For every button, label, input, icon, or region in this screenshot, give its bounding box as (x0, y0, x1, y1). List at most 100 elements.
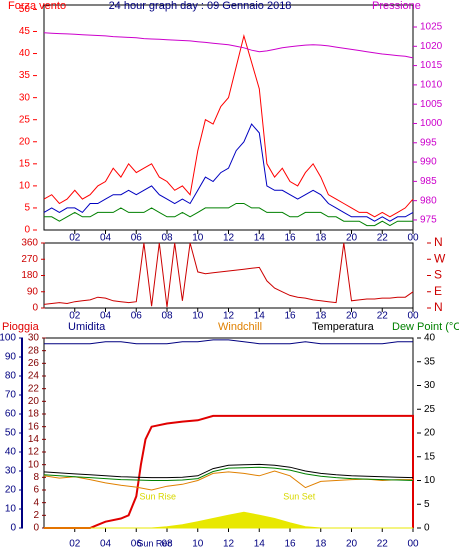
y-tick-label: 70 (5, 390, 17, 401)
y-tick-label: 180 (21, 270, 38, 281)
x-tick-label: 00 (407, 233, 419, 244)
x-tick-label: 08 (161, 311, 173, 322)
y3-tick-label: 14 (28, 434, 40, 445)
y2-tick-label: 20 (424, 428, 436, 439)
x-tick-label: 08 (161, 539, 173, 550)
series-line (43, 32, 414, 59)
series-line (43, 33, 414, 218)
y2-tick-label: W (434, 251, 446, 265)
y2-tick-label: 1020 (420, 41, 443, 52)
y-tick-label: 40 (19, 48, 31, 59)
y-tick-label: 35 (19, 70, 31, 81)
series-line (43, 123, 414, 222)
y-tick-label: 20 (19, 136, 31, 147)
y-tick-label: 90 (27, 286, 39, 297)
series-line (43, 466, 414, 481)
y-tick-label: 60 (5, 409, 17, 420)
y2-tick-label: 985 (420, 176, 437, 187)
x-tick-label: 16 (284, 311, 296, 322)
x-tick-label: 22 (377, 233, 389, 244)
x-tick-label: 02 (69, 311, 81, 322)
x-tick-label: 20 (346, 311, 358, 322)
y3-tick-label: 6 (33, 485, 39, 496)
y2-tick-label: 30 (424, 380, 436, 391)
y2-tick-label: 1000 (420, 118, 443, 129)
x-tick-label: 12 (223, 311, 235, 322)
y-tick-label: 90 (5, 352, 17, 363)
y2-tick-label: E (434, 284, 442, 298)
x-tick-label: 16 (284, 539, 296, 550)
y-tick-label: 0 (10, 523, 16, 534)
series-line (44, 339, 413, 345)
y2-tick-label: 40 (424, 333, 436, 344)
y3-tick-label: 16 (28, 421, 40, 432)
y3-tick-label: 24 (28, 371, 40, 382)
y-tick-label: 0 (24, 225, 30, 236)
x-tick-label: 14 (254, 233, 266, 244)
y2-tick-label: N (434, 300, 443, 314)
y2-tick-label: 1025 (420, 22, 443, 33)
y3-tick-label: 8 (33, 472, 39, 483)
y3-tick-label: 30 (28, 333, 40, 344)
legend-entry: Windchill (218, 321, 262, 333)
legend-entry: Pioggia (2, 321, 40, 333)
annotation: Sun Rec (137, 538, 172, 548)
y-tick-label: 0 (32, 303, 38, 314)
y-tick-label: 50 (5, 428, 17, 439)
y2-tick-label: 1015 (420, 60, 443, 71)
series-line (43, 470, 413, 491)
y2-tick-label: 25 (424, 404, 436, 415)
y2-tick-label: S (434, 268, 442, 282)
x-tick-label: 12 (223, 233, 235, 244)
y2-tick-label: 980 (420, 195, 437, 206)
y2-tick-label: 10 (424, 475, 436, 486)
x-tick-label: 18 (315, 539, 327, 550)
y-tick-label: 50 (19, 4, 31, 15)
x-tick-label: 14 (254, 311, 266, 322)
x-tick-label: 14 (254, 539, 266, 550)
y-tick-label: 20 (5, 485, 17, 496)
x-tick-label: 20 (346, 539, 358, 550)
annotation: Sun Set (283, 491, 316, 501)
x-tick-label: 22 (377, 311, 389, 322)
x-tick-label: 06 (131, 233, 143, 244)
y3-tick-label: 12 (28, 447, 40, 458)
y3-tick-label: 26 (28, 358, 40, 369)
series-line (44, 414, 414, 529)
x-tick-label: 16 (284, 233, 296, 244)
x-tick-label: 04 (100, 311, 112, 322)
y-tick-label: 30 (5, 466, 17, 477)
y3-tick-label: 4 (33, 497, 39, 508)
y-tick-label: 30 (19, 92, 31, 103)
y2-label: Pressione (372, 0, 421, 12)
legend-entry: Temperatura (312, 321, 375, 333)
y-tick-label: 40 (5, 447, 17, 458)
x-tick-label: 10 (192, 311, 204, 322)
area (44, 511, 413, 529)
annotation: Sun Rise (140, 491, 177, 501)
x-tick-label: 20 (346, 233, 358, 244)
series-line (43, 463, 414, 479)
y3-tick-label: 10 (28, 459, 40, 470)
y2-tick-label: 1005 (420, 99, 443, 110)
legend-entry: Dew Point (°C (392, 321, 459, 333)
y2-tick-label: 15 (424, 451, 436, 462)
x-tick-label: 06 (131, 311, 143, 322)
x-tick-label: 02 (69, 233, 81, 244)
chart-title: 24 hour graph day : 09 Gennaio 2018 (109, 0, 292, 12)
x-tick-label: 08 (161, 233, 173, 244)
y3-tick-label: 0 (33, 523, 39, 534)
x-tick-label: 18 (315, 311, 327, 322)
series-line (43, 242, 414, 308)
y-tick-label: 25 (19, 114, 31, 125)
y3-tick-label: 18 (28, 409, 40, 420)
y-tick-label: 10 (19, 181, 31, 192)
x-tick-label: 02 (69, 539, 81, 550)
y-tick-label: 80 (5, 371, 17, 382)
y2-tick-label: 5 (424, 499, 430, 510)
y2-tick-label: 975 (420, 215, 437, 226)
x-tick-label: 10 (192, 539, 204, 550)
y2-tick-label: 990 (420, 157, 437, 168)
x-tick-label: 22 (377, 539, 389, 550)
